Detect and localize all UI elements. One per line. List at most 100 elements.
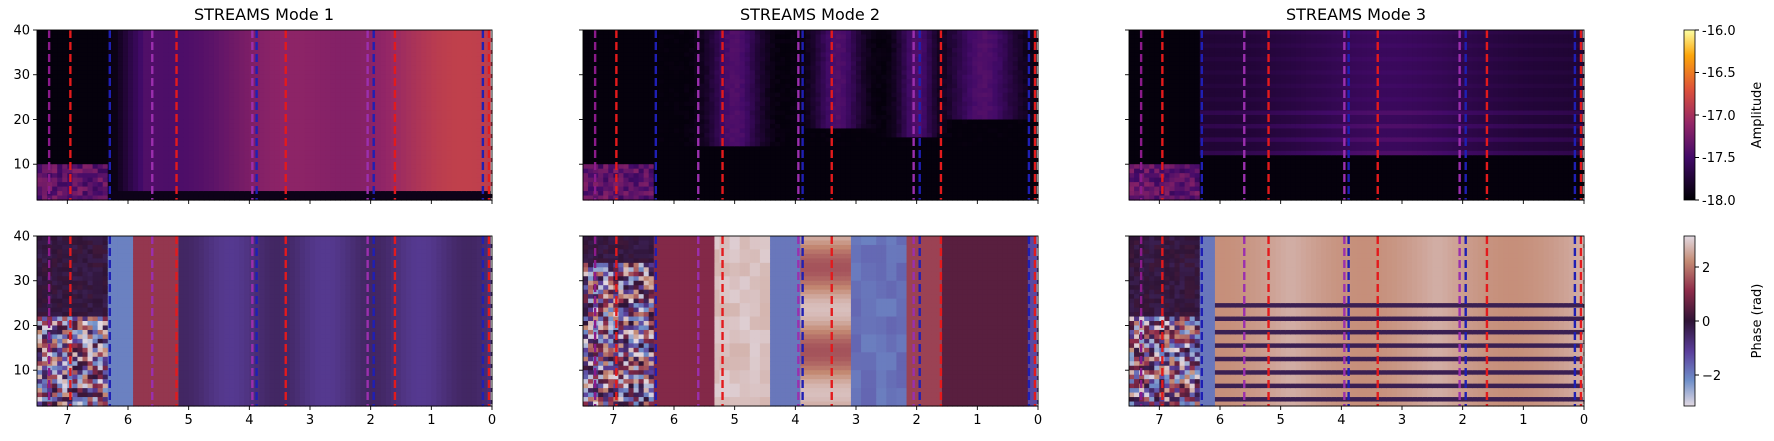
heatmap-cell bbox=[102, 70, 109, 76]
heatmap-cell bbox=[37, 97, 43, 103]
heatmap-cell bbox=[785, 97, 791, 103]
heatmap-cell bbox=[765, 123, 771, 130]
heatmap-cell bbox=[618, 191, 625, 197]
heatmap-cell bbox=[724, 146, 731, 152]
heatmap-cell bbox=[269, 83, 276, 89]
heatmap-cell bbox=[380, 97, 387, 103]
heatmap-cell bbox=[229, 70, 235, 76]
heatmap-cell bbox=[193, 146, 200, 152]
heatmap-cell bbox=[739, 61, 746, 67]
heatmap-cell bbox=[785, 34, 791, 40]
heatmap-cell bbox=[173, 83, 180, 89]
heatmap-cell bbox=[350, 61, 357, 67]
heatmap-cell bbox=[304, 83, 311, 89]
heatmap-cell bbox=[618, 38, 625, 45]
heatmap-cell bbox=[138, 119, 144, 125]
heatmap-cell bbox=[264, 34, 271, 40]
heatmap-cell bbox=[421, 92, 427, 98]
heatmap-cell bbox=[719, 132, 726, 138]
heatmap-cell bbox=[102, 150, 109, 156]
heatmap-cell bbox=[679, 186, 685, 192]
heatmap-cell bbox=[274, 186, 281, 192]
heatmap-cell bbox=[274, 119, 281, 125]
heatmap-cell bbox=[785, 128, 791, 134]
heatmap-cell bbox=[284, 79, 291, 85]
heatmap-cell bbox=[401, 191, 407, 197]
heatmap-cell bbox=[684, 159, 690, 165]
heatmap-cell bbox=[299, 34, 306, 40]
heatmap-cell bbox=[684, 38, 690, 45]
heatmap-cell bbox=[133, 141, 139, 147]
heatmap-cell bbox=[168, 115, 175, 121]
heatmap-cell bbox=[754, 97, 761, 103]
heatmap-cell bbox=[759, 38, 766, 45]
heatmap-cell bbox=[355, 182, 362, 188]
heatmap-cell bbox=[694, 141, 700, 147]
heatmap-cell bbox=[476, 177, 483, 183]
heatmap-cell bbox=[714, 47, 721, 53]
heatmap-cell bbox=[699, 79, 705, 85]
heatmap-cell bbox=[749, 74, 756, 80]
heatmap-cell bbox=[229, 34, 235, 40]
heatmap-cell bbox=[638, 56, 645, 62]
heatmap-cell bbox=[780, 83, 786, 89]
heatmap-cell bbox=[699, 74, 705, 80]
heatmap-cell bbox=[325, 137, 331, 143]
heatmap-cell bbox=[269, 79, 276, 85]
heatmap-cell bbox=[82, 101, 89, 107]
heatmap-cell bbox=[213, 70, 220, 76]
heatmap-cell bbox=[229, 30, 235, 36]
heatmap-cell bbox=[158, 168, 164, 174]
heatmap-cell bbox=[663, 52, 670, 58]
heatmap-cell bbox=[603, 159, 609, 165]
heatmap-cell bbox=[684, 177, 690, 183]
heatmap-cell bbox=[395, 47, 402, 53]
heatmap-cell bbox=[117, 195, 124, 201]
heatmap-cell bbox=[92, 30, 99, 36]
heatmap-cell bbox=[618, 101, 625, 107]
heatmap-cell bbox=[461, 83, 468, 89]
heatmap-cell bbox=[102, 177, 109, 183]
heatmap-cell bbox=[724, 52, 731, 58]
heatmap-cell bbox=[775, 177, 781, 183]
heatmap-cell bbox=[168, 123, 175, 130]
heatmap-cell bbox=[699, 177, 705, 183]
heatmap-cell bbox=[734, 101, 741, 107]
heatmap-cell bbox=[375, 159, 382, 165]
heatmap-cell bbox=[82, 150, 89, 156]
heatmap-cell bbox=[406, 141, 412, 147]
heatmap-cell bbox=[583, 56, 589, 62]
heatmap-cell bbox=[709, 195, 716, 201]
heatmap-cell bbox=[704, 106, 710, 112]
heatmap-cell bbox=[203, 141, 210, 147]
heatmap-cell bbox=[679, 79, 685, 85]
heatmap-cell bbox=[203, 115, 210, 121]
heatmap-cell bbox=[785, 38, 791, 45]
heatmap-cell bbox=[739, 168, 746, 174]
heatmap-cell bbox=[744, 47, 751, 53]
heatmap-cell bbox=[77, 132, 84, 138]
heatmap-cell bbox=[239, 83, 245, 89]
heatmap-cell bbox=[148, 191, 154, 197]
heatmap-cell bbox=[57, 52, 63, 58]
heatmap-cell bbox=[320, 30, 326, 36]
heatmap-cell bbox=[441, 106, 448, 112]
heatmap-cell bbox=[623, 159, 630, 165]
heatmap-cell bbox=[481, 119, 488, 125]
heatmap-cell bbox=[57, 177, 63, 183]
heatmap-cell bbox=[138, 173, 144, 179]
heatmap-cell bbox=[193, 128, 200, 134]
heatmap-cell bbox=[608, 30, 614, 36]
heatmap-cell bbox=[350, 115, 357, 121]
heatmap-cell bbox=[668, 128, 675, 134]
heatmap-cell bbox=[37, 177, 43, 183]
heatmap-cell bbox=[648, 177, 655, 183]
heatmap-cell bbox=[598, 30, 604, 36]
heatmap-cell bbox=[350, 56, 357, 62]
heatmap-cell bbox=[436, 173, 443, 179]
heatmap-cell bbox=[198, 65, 205, 71]
heatmap-cell bbox=[148, 30, 154, 36]
heatmap-cell bbox=[653, 168, 660, 174]
heatmap-cell bbox=[598, 191, 604, 197]
heatmap-cell bbox=[229, 173, 235, 179]
